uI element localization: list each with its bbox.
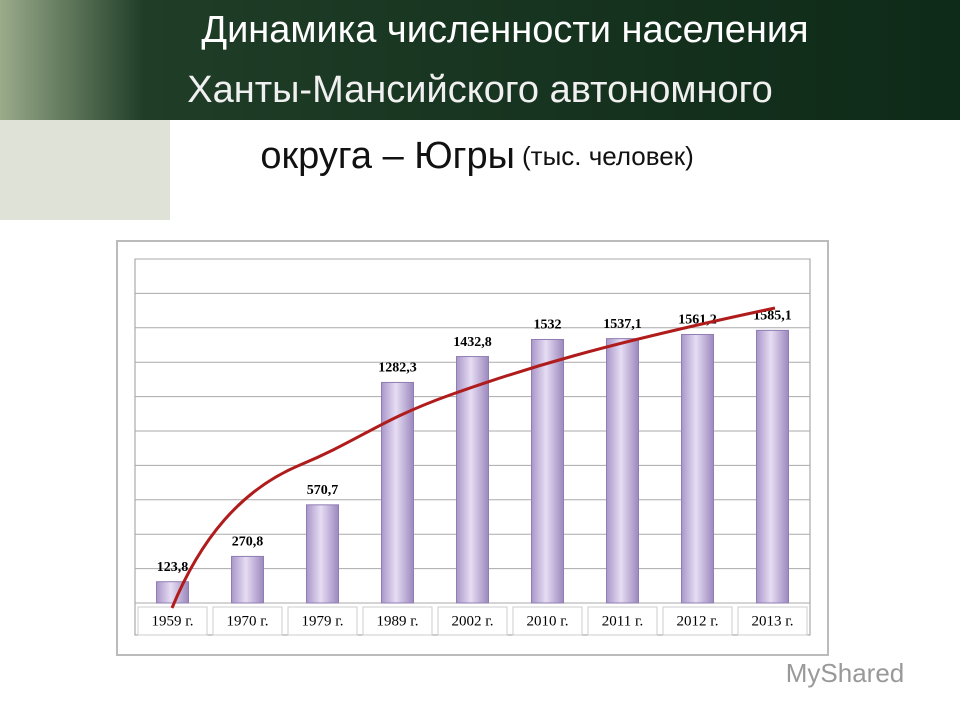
value-label: 270,8 [232, 535, 264, 550]
category-cell [137, 606, 208, 636]
x-tick-label: 2012 г. [677, 613, 719, 629]
bar [606, 338, 639, 604]
plot: 1959 г. 123,8 1970 г. 270,8 1979 г. 570,7 1989… [135, 258, 810, 636]
category-cell [512, 606, 583, 636]
x-tick-label: 2011 г. [602, 613, 643, 629]
category-cell [362, 606, 433, 636]
category-cell [587, 606, 658, 636]
bar [231, 555, 264, 604]
value-label: 1432,8 [453, 335, 492, 350]
x-tick-label: 1959 г. [152, 613, 194, 629]
bar [681, 333, 714, 604]
value-label: 1282,3 [378, 361, 417, 376]
value-label: 1532 [534, 318, 562, 333]
value-label: 123,8 [157, 560, 189, 575]
title-line: округа – Югры [260, 135, 515, 177]
ornament [0, 120, 170, 220]
bar [306, 504, 339, 604]
x-tick-label: 1970 г. [227, 613, 269, 629]
bar [456, 356, 489, 604]
bar [756, 329, 789, 604]
x-tick-label: 2010 г. [527, 613, 569, 629]
x-tick-label: 1979 г. [302, 613, 344, 629]
category-cell [287, 606, 358, 636]
category-cell [437, 606, 508, 636]
category-cell [662, 606, 733, 636]
x-tick-label: 1989 г. [377, 613, 419, 629]
bar [531, 338, 564, 604]
title-line: Ханты-Мансийского автономного [187, 69, 773, 111]
title-line: Динамика численности населения [201, 9, 808, 51]
value-label: 1537,1 [603, 317, 642, 332]
watermark: MyShared [786, 658, 905, 688]
title-unit: (тыс. человек) [522, 141, 694, 171]
x-tick-label: 2013 г. [752, 613, 794, 629]
value-label: 570,7 [307, 483, 339, 498]
value-label: 1585,1 [753, 309, 792, 324]
category-cell [737, 606, 808, 636]
x-tick-label: 2002 г. [452, 613, 494, 629]
header-band [0, 0, 960, 120]
category-cell [212, 606, 283, 636]
trend-line [170, 306, 776, 609]
bar [381, 381, 414, 604]
